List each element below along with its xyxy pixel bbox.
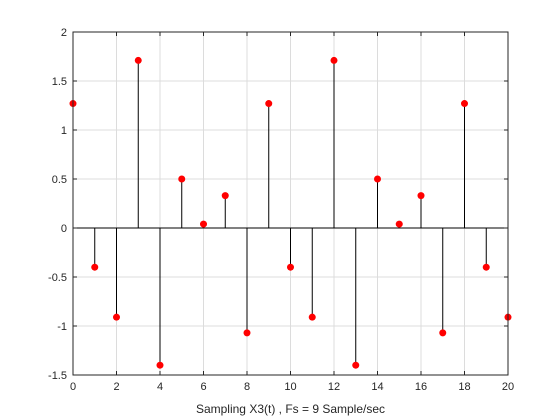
x-tick-label: 12 xyxy=(328,381,340,393)
stem-marker xyxy=(374,175,381,183)
y-tick-label: 1 xyxy=(61,125,67,137)
y-tick-label: -1 xyxy=(57,321,67,333)
x-axis-label: Sampling X3(t) , Fs = 9 Sample/sec xyxy=(196,402,385,416)
y-axis-ticks: -1.5 -1 -0.5 0 0.5 1 1.5 2 xyxy=(48,27,508,382)
stem-marker xyxy=(156,361,164,369)
stem-marker xyxy=(221,192,229,200)
y-tick-label: 2 xyxy=(61,27,67,39)
stem-marker xyxy=(461,100,468,108)
stem-marker xyxy=(330,56,338,64)
stem-marker xyxy=(482,263,490,271)
x-tick-label: 14 xyxy=(371,381,383,393)
stem-marker xyxy=(91,263,99,271)
x-tick-label: 4 xyxy=(157,381,163,393)
y-tick-label: 0.5 xyxy=(52,174,67,186)
x-tick-label: 16 xyxy=(415,381,427,393)
stem-marker xyxy=(352,361,360,369)
stem-marker xyxy=(308,313,316,321)
x-tick-label: 10 xyxy=(284,381,296,393)
stem-marker xyxy=(417,192,425,200)
stem-marker xyxy=(439,329,447,337)
x-tick-label: 2 xyxy=(113,381,119,393)
markers xyxy=(69,56,512,369)
y-tick-label: -0.5 xyxy=(48,272,67,284)
x-tick-label: 18 xyxy=(458,381,470,393)
x-tick-label: 0 xyxy=(70,381,76,393)
x-tick-label: 6 xyxy=(200,381,206,393)
stem-marker xyxy=(265,100,273,108)
y-tick-label: 0 xyxy=(61,223,67,235)
stem-marker xyxy=(287,263,294,271)
stem-marker xyxy=(243,329,251,337)
stem-marker xyxy=(113,313,120,321)
y-tick-label: -1.5 xyxy=(48,370,67,382)
stem-marker xyxy=(395,220,403,228)
y-tick-label: 1.5 xyxy=(52,76,67,88)
x-tick-label: 20 xyxy=(502,381,514,393)
stem-marker xyxy=(200,220,207,228)
x-axis-ticks: 0 2 4 6 8 10 12 14 16 18 20 xyxy=(70,32,514,393)
stem-marker xyxy=(178,175,186,183)
stem-marker xyxy=(134,56,142,64)
x-tick-label: 8 xyxy=(244,381,250,393)
